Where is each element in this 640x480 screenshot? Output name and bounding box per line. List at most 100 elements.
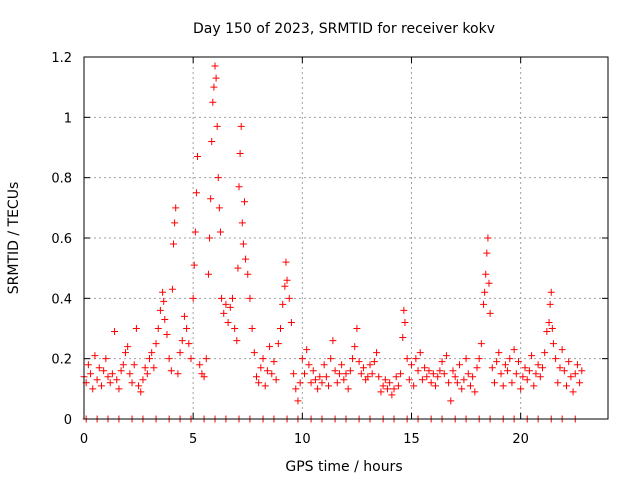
data-point — [320, 361, 328, 369]
data-point — [556, 364, 564, 372]
x-tick-label: 5 — [189, 432, 197, 447]
data-point — [445, 379, 453, 387]
data-point — [268, 370, 276, 378]
data-point — [294, 397, 302, 405]
data-point — [228, 294, 236, 302]
data-point — [202, 355, 210, 363]
data-point — [234, 264, 242, 272]
data-point — [364, 373, 372, 381]
data-point — [160, 297, 168, 305]
data-point — [172, 204, 180, 212]
data-point — [506, 355, 514, 363]
data-point — [231, 325, 239, 332]
data-point — [442, 352, 450, 360]
data-point — [488, 364, 496, 372]
data-point — [277, 325, 284, 332]
data-point — [547, 288, 555, 296]
data-point — [429, 370, 437, 378]
data-point — [432, 382, 440, 390]
data-point — [252, 373, 260, 381]
grid — [84, 57, 608, 419]
data-point — [194, 153, 202, 161]
data-point — [497, 370, 505, 378]
data-point — [399, 334, 407, 342]
data-point — [484, 234, 492, 242]
data-point — [279, 300, 287, 308]
data-point — [565, 358, 573, 366]
y-tick-label: 1.2 — [51, 51, 72, 66]
data-point — [499, 382, 507, 390]
data-point — [353, 325, 361, 332]
data-point — [453, 379, 461, 387]
data-point — [242, 255, 250, 263]
data-point — [196, 361, 204, 369]
data-point — [359, 364, 367, 372]
data-point — [471, 388, 479, 396]
data-point — [573, 361, 581, 369]
data-point — [368, 370, 376, 378]
data-point — [283, 276, 291, 284]
data-point — [115, 385, 123, 393]
data-point — [521, 364, 529, 372]
data-point — [578, 367, 586, 375]
data-point — [423, 373, 431, 381]
data-point — [318, 379, 326, 387]
data-point — [458, 385, 466, 393]
data-point — [130, 361, 138, 369]
data-point — [571, 370, 579, 378]
data-point — [137, 388, 145, 396]
data-point — [226, 303, 234, 311]
data-point — [473, 364, 481, 372]
data-point — [532, 370, 540, 378]
data-point — [208, 137, 216, 145]
data-point — [250, 349, 258, 357]
data-point — [170, 240, 178, 248]
data-point — [414, 367, 422, 375]
data-point — [567, 373, 575, 381]
data-point — [377, 388, 385, 396]
data-point — [240, 198, 248, 206]
data-point — [215, 204, 223, 212]
data-point — [211, 62, 219, 70]
data-point — [427, 379, 435, 387]
data-point — [192, 189, 200, 197]
data-point — [259, 355, 267, 363]
data-point — [390, 385, 398, 393]
data-point — [236, 150, 244, 158]
data-point — [183, 325, 191, 332]
data-point — [403, 355, 411, 363]
data-point — [512, 370, 520, 378]
data-point — [93, 376, 101, 384]
data-point — [548, 325, 556, 332]
data-point — [187, 355, 195, 363]
data-point — [238, 219, 246, 227]
data-point — [510, 346, 518, 354]
data-point — [244, 270, 252, 278]
y-tick-label: 0.4 — [51, 292, 72, 307]
data-point — [342, 370, 350, 378]
data-point — [255, 379, 263, 387]
data-point — [508, 379, 516, 387]
data-point — [344, 385, 352, 393]
data-point — [296, 379, 304, 387]
data-point — [128, 379, 136, 387]
data-point — [412, 355, 420, 363]
y-axis-label: SRMTID / TECUs — [6, 182, 22, 295]
data-point — [292, 385, 300, 393]
data-point — [388, 391, 396, 399]
data-point — [210, 83, 218, 91]
data-point — [466, 382, 474, 390]
data-point — [152, 340, 160, 348]
data-point — [485, 279, 493, 287]
data-point — [536, 373, 544, 381]
data-point — [307, 379, 315, 387]
data-point — [480, 300, 488, 308]
data-point — [410, 382, 418, 390]
data-point — [141, 364, 149, 372]
data-point — [146, 355, 153, 363]
data-point — [314, 385, 322, 393]
data-point — [139, 376, 147, 384]
data-point — [416, 349, 424, 357]
data-point — [322, 373, 330, 381]
data-point — [493, 358, 501, 366]
